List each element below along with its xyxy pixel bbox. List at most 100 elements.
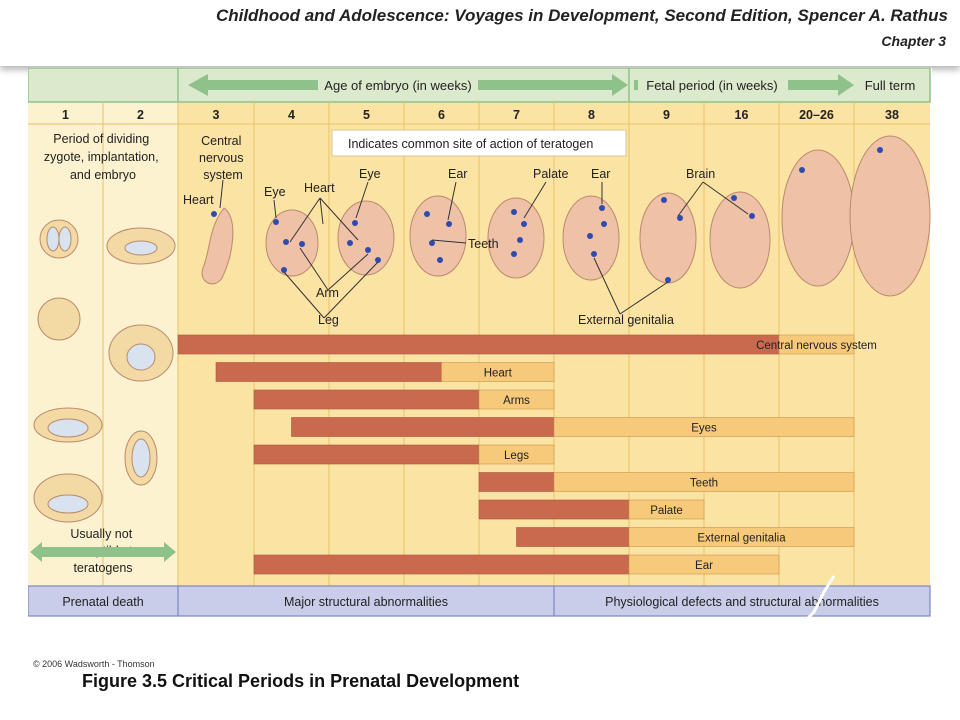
leader-ear-w6 xyxy=(447,181,457,221)
week-header: 3 xyxy=(213,108,220,122)
outcome-prenatal-death: Prenatal death xyxy=(62,595,143,609)
embryo-week6 xyxy=(409,195,467,277)
bar-less-sensitive xyxy=(553,417,855,437)
dot-w5-a xyxy=(352,220,358,226)
leader-lines xyxy=(219,179,749,319)
blastocyst-cavity-2 xyxy=(47,494,89,514)
week-header: 7 xyxy=(513,108,520,122)
week-header: 6 xyxy=(438,108,445,122)
legend-text: Indicates common site of action of terat… xyxy=(348,137,593,151)
zygote-cell-a xyxy=(46,226,60,252)
not-susceptible-line-3: teratogens xyxy=(73,561,132,575)
sensitivity-bars: Central nervous system Heart Arms Eyes Legs T… xyxy=(177,334,877,575)
dot-w7-d xyxy=(511,251,517,257)
slide-header: Childhood and Adolescence: Voyages in De… xyxy=(0,0,960,66)
morula xyxy=(37,297,81,341)
teratogen-dots xyxy=(211,140,883,283)
dot-w4-b xyxy=(283,239,289,245)
fetus-week38 xyxy=(849,135,931,297)
slash-mark xyxy=(804,575,836,622)
implant-week2-a-cavity xyxy=(124,240,158,256)
dot-w5-c xyxy=(365,247,371,253)
fullterm-label-bg xyxy=(858,76,922,94)
dot-w6-d xyxy=(437,257,443,263)
bar-less-sensitive xyxy=(628,527,855,547)
week-header: 5 xyxy=(363,108,370,122)
annotations: Period of dividing zygote, implantation,… xyxy=(44,132,715,327)
dot-w8-a xyxy=(599,205,605,211)
week-header: 4 xyxy=(288,108,295,122)
bar-highly-sensitive xyxy=(478,472,555,492)
leader-arm xyxy=(299,247,369,291)
label-eye-w4: Eye xyxy=(264,185,286,199)
label-palate: Palate xyxy=(533,167,568,181)
bar-highly-sensitive xyxy=(253,389,480,410)
implant-week2-b-cavity xyxy=(126,343,156,371)
fetus-week16 xyxy=(709,191,771,289)
bar-highly-sensitive xyxy=(253,444,480,465)
period-line-2: zygote, implantation, xyxy=(44,150,159,164)
bar-less-sensitive xyxy=(628,499,705,520)
embryo-week3 xyxy=(201,207,234,285)
dot-w6-b xyxy=(446,221,452,227)
label-heart-w3: Heart xyxy=(183,193,214,207)
full-term-label: Full term xyxy=(865,78,916,93)
week-header: 8 xyxy=(588,108,595,122)
leader-heart-w4 xyxy=(289,197,359,243)
embryo-week5 xyxy=(337,200,395,276)
bar-less-sensitive xyxy=(441,362,555,382)
leader-brain xyxy=(677,181,749,217)
week-header: 16 xyxy=(735,108,749,122)
dot-w9-c xyxy=(665,277,671,283)
bar-highly-sensitive xyxy=(253,554,630,575)
label-eye-w5: Eye xyxy=(359,167,381,181)
outcome-major-abnormalities: Major structural abnormalities xyxy=(284,595,448,609)
period-line-1: Period of dividing xyxy=(53,132,149,146)
critical-periods-chart: Age of embryo (in weeks) Fetal period (i… xyxy=(28,68,932,672)
label-external-genitalia: External genitalia xyxy=(578,313,674,327)
week-header: 20–26 xyxy=(799,108,834,122)
embryo-illustrations xyxy=(33,135,931,523)
bar-label: Heart xyxy=(484,368,513,380)
fetus-week9 xyxy=(639,192,697,284)
cns-line-1: Central xyxy=(201,134,241,148)
zygote-cell-b xyxy=(58,226,72,252)
embryo-week7 xyxy=(487,197,545,279)
label-heart-w4: Heart xyxy=(304,181,335,195)
blastocyst-cavity-1 xyxy=(47,418,89,438)
legend-box xyxy=(331,129,627,157)
dot-w5-d xyxy=(375,257,381,263)
chapter-label: Chapter 3 xyxy=(881,33,946,49)
bar-highly-sensitive xyxy=(478,499,630,520)
cns-line-2: nervous xyxy=(199,151,243,165)
embryo-week4 xyxy=(265,209,319,277)
week-header: 1 xyxy=(62,108,69,122)
age-embryo-label: Age of embryo (in weeks) xyxy=(324,78,471,93)
bar-less-sensitive xyxy=(478,444,555,465)
bar-less-sensitive xyxy=(478,389,555,410)
dot-w8-b xyxy=(601,221,607,227)
label-arm: Arm xyxy=(316,286,339,300)
bar-label: Eyes xyxy=(691,423,717,435)
bar-less-sensitive xyxy=(628,554,780,575)
dot-w5-b xyxy=(347,240,353,246)
label-ear-w8: Ear xyxy=(591,167,610,181)
bar-highly-sensitive xyxy=(215,362,442,382)
outcome-physiological-defects: Physiological defects and structural abn… xyxy=(605,595,879,609)
period-line-3: and embryo xyxy=(70,168,136,182)
not-susceptible-arrow xyxy=(30,542,176,562)
not-susceptible-line-1: Usually not xyxy=(70,527,132,541)
period-note: Period of dividing zygote, implantation,… xyxy=(44,132,162,182)
bar-highly-sensitive xyxy=(177,334,780,355)
week-header: 2 xyxy=(137,108,144,122)
cns-line-3: system xyxy=(203,168,243,182)
leader-leg xyxy=(283,261,379,319)
dot-w8-c xyxy=(587,233,593,239)
leader-eye-w4 xyxy=(273,199,277,219)
bar-label: Arms xyxy=(503,395,530,407)
dot-w7-b xyxy=(521,221,527,227)
dot-w16-b xyxy=(749,213,755,219)
book-title: Childhood and Adolescence: Voyages in De… xyxy=(215,6,948,25)
figure-caption: Figure 3.5 Critical Periods in Prenatal … xyxy=(82,671,520,691)
bar-label: Central nervous system xyxy=(756,340,877,352)
